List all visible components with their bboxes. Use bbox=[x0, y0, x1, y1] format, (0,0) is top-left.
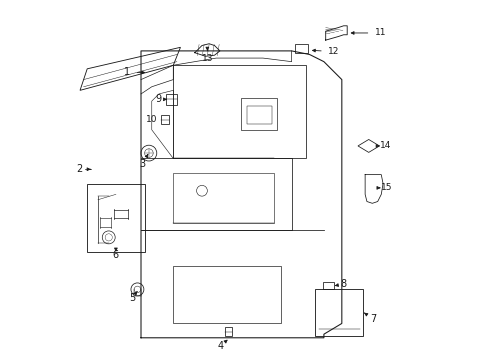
Bar bbox=[167, 94, 176, 105]
Text: 7: 7 bbox=[370, 314, 376, 324]
Text: 9: 9 bbox=[155, 94, 161, 104]
Text: 8: 8 bbox=[341, 279, 347, 289]
Bar bbox=[315, 289, 364, 336]
Text: 4: 4 bbox=[218, 341, 223, 351]
Text: 12: 12 bbox=[328, 47, 340, 56]
Bar bbox=[87, 184, 145, 252]
Bar bbox=[173, 173, 274, 223]
Text: 6: 6 bbox=[113, 250, 119, 260]
Bar bbox=[242, 98, 277, 130]
Text: 13: 13 bbox=[201, 54, 213, 63]
Text: 11: 11 bbox=[375, 28, 386, 37]
Bar bbox=[161, 116, 170, 124]
Text: 5: 5 bbox=[129, 293, 135, 303]
Text: 2: 2 bbox=[76, 164, 82, 174]
Bar bbox=[173, 65, 306, 158]
Bar bbox=[225, 327, 232, 336]
Text: 10: 10 bbox=[146, 115, 157, 124]
Bar bbox=[247, 107, 272, 125]
Bar bbox=[323, 282, 334, 289]
Bar bbox=[295, 44, 308, 53]
Text: 14: 14 bbox=[380, 141, 391, 150]
Text: 15: 15 bbox=[381, 183, 392, 192]
Text: 3: 3 bbox=[140, 159, 146, 169]
Text: 1: 1 bbox=[123, 67, 130, 77]
Bar bbox=[173, 266, 281, 323]
